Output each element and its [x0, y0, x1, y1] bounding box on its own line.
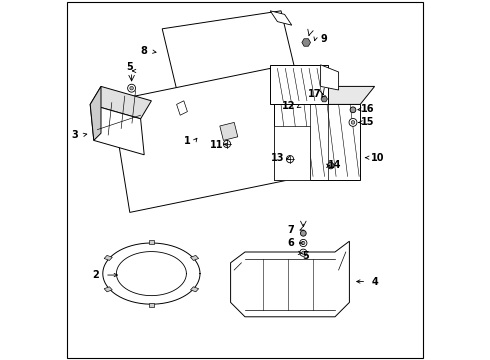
- Text: 16: 16: [361, 104, 375, 114]
- Polygon shape: [274, 86, 374, 104]
- Polygon shape: [90, 104, 144, 155]
- Polygon shape: [90, 86, 101, 140]
- Circle shape: [286, 156, 294, 163]
- Text: 17: 17: [308, 89, 321, 99]
- Polygon shape: [321, 96, 327, 102]
- Text: 14: 14: [327, 160, 341, 170]
- Polygon shape: [270, 11, 292, 25]
- Text: 2: 2: [93, 270, 99, 280]
- Text: 3: 3: [71, 130, 78, 140]
- Circle shape: [130, 86, 133, 90]
- Polygon shape: [274, 126, 310, 180]
- Polygon shape: [103, 243, 200, 304]
- Text: 12: 12: [282, 101, 295, 111]
- Text: 4: 4: [372, 276, 379, 287]
- Text: 8: 8: [140, 46, 147, 56]
- Polygon shape: [162, 11, 299, 104]
- Circle shape: [349, 118, 357, 126]
- Circle shape: [302, 251, 305, 255]
- Polygon shape: [191, 255, 198, 260]
- Polygon shape: [176, 101, 187, 115]
- Circle shape: [351, 121, 355, 124]
- Polygon shape: [104, 287, 112, 292]
- Polygon shape: [148, 240, 154, 244]
- Text: 5: 5: [126, 62, 133, 72]
- Text: 7: 7: [288, 225, 294, 235]
- Text: 11: 11: [209, 140, 223, 150]
- Polygon shape: [270, 65, 328, 104]
- Polygon shape: [302, 39, 311, 46]
- Text: 5: 5: [302, 251, 309, 261]
- Polygon shape: [231, 241, 349, 317]
- Text: 10: 10: [371, 153, 384, 163]
- Circle shape: [300, 249, 307, 256]
- Circle shape: [300, 239, 307, 247]
- Circle shape: [302, 242, 305, 245]
- Text: 15: 15: [361, 117, 375, 127]
- Polygon shape: [148, 303, 154, 307]
- Text: 13: 13: [271, 153, 285, 163]
- Circle shape: [350, 107, 356, 113]
- Circle shape: [223, 140, 231, 148]
- Circle shape: [327, 162, 334, 169]
- Polygon shape: [90, 86, 151, 119]
- Text: 1: 1: [184, 136, 191, 146]
- Polygon shape: [220, 122, 238, 140]
- Circle shape: [300, 230, 306, 236]
- Circle shape: [127, 84, 136, 92]
- Text: 6: 6: [288, 238, 294, 248]
- Text: 9: 9: [320, 34, 327, 44]
- Polygon shape: [104, 255, 112, 260]
- Polygon shape: [112, 68, 288, 212]
- Polygon shape: [274, 104, 360, 180]
- Polygon shape: [320, 65, 339, 90]
- Polygon shape: [191, 287, 198, 292]
